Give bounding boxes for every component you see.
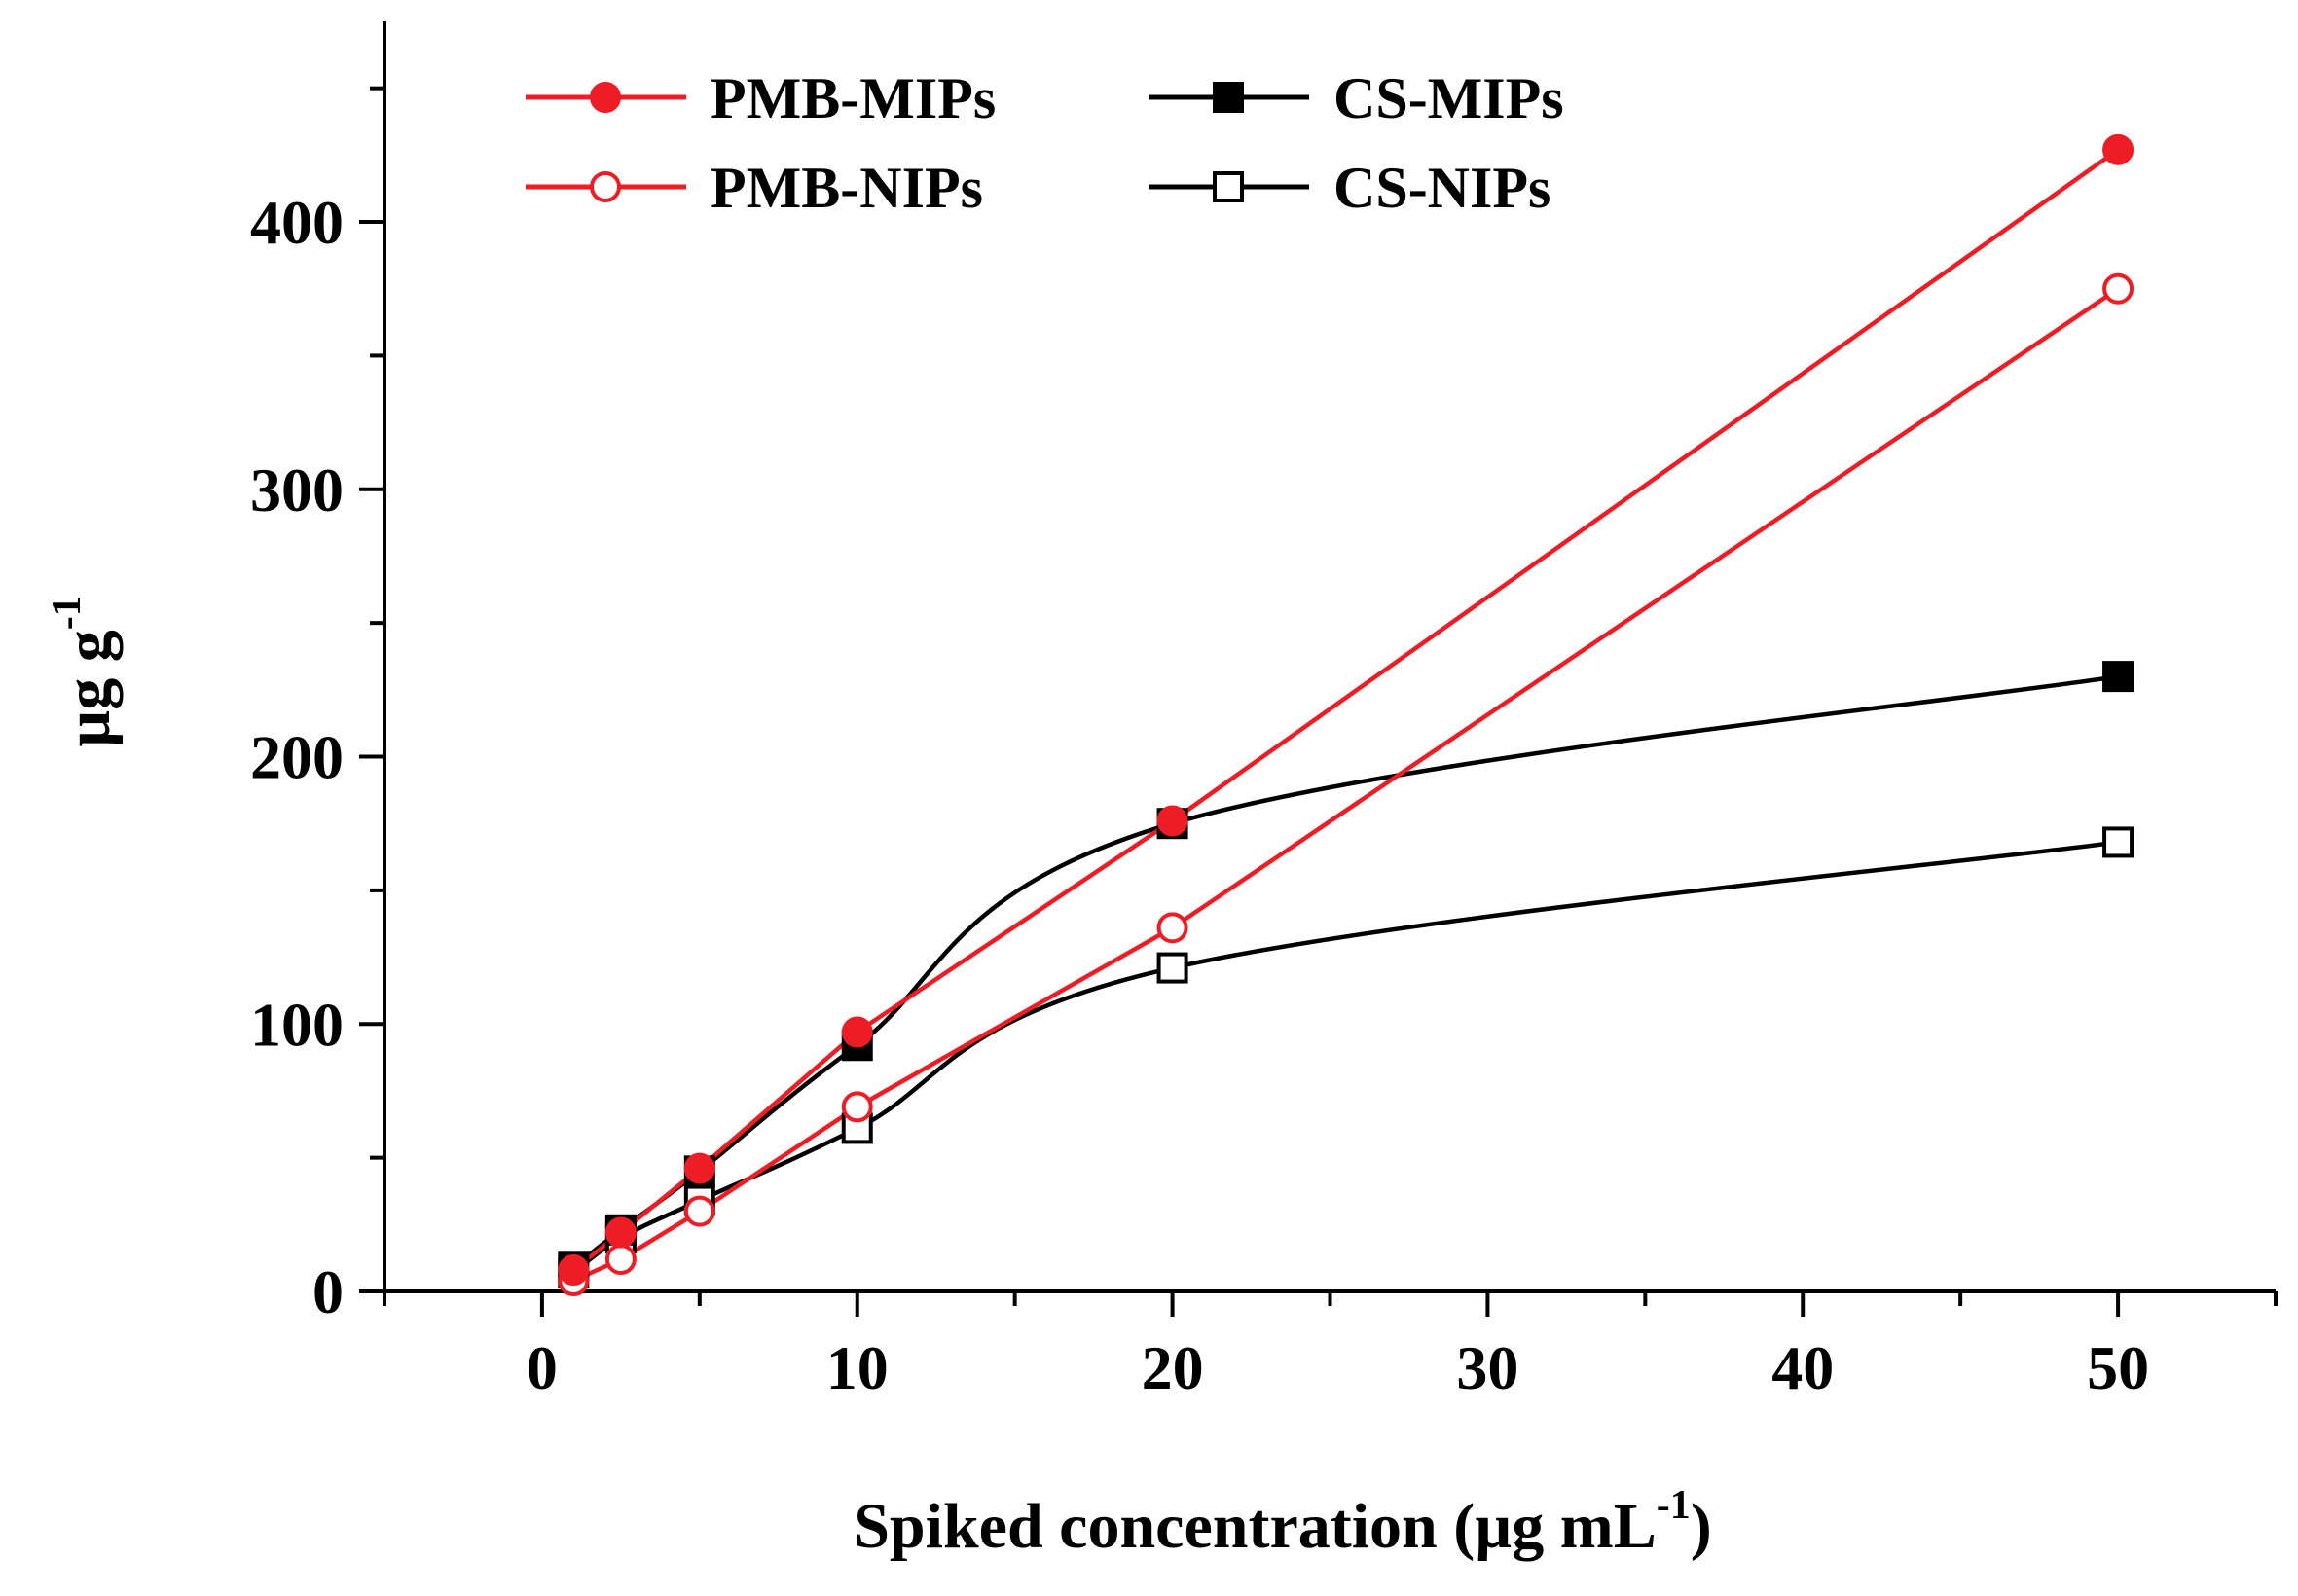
data-point-pmb-nips [683,1195,715,1227]
legend-item-cs-nips: CS-NIPs [1149,156,1550,220]
data-point-pmb-mips [1156,805,1188,837]
data-point-pmb-mips [683,1152,715,1184]
y-tick-label: 0 [312,1257,344,1326]
x-tick-label: 30 [1456,1333,1518,1402]
y-axis-title: µg g-1 [45,596,124,747]
legend-marker [590,171,621,202]
y-tick-label: 400 [250,188,344,257]
plot-area [558,133,2134,1297]
legend-item-pmb-nips: PMB-NIPs [526,156,983,220]
legend: PMB-MIPs CS-MIPs PMB-NIPs CS-NIPs [526,66,1564,220]
data-point-pmb-mips [558,1254,590,1287]
series-line-cs-nips [571,840,2119,1275]
y-tick-label: 300 [250,455,344,525]
legend-marker [590,82,621,113]
x-tick-label: 50 [2087,1333,2149,1402]
series-line-cs-mips [571,673,2119,1270]
legend-label: PMB-MIPs [711,66,996,130]
x-tick-label: 0 [527,1333,558,1402]
data-point-pmb-mips [841,1016,873,1048]
y-tick-label: 100 [250,990,344,1059]
data-point-pmb-nips [841,1091,873,1123]
data-point-pmb-nips [604,1244,637,1276]
legend-marker [1213,171,1244,202]
x-axis-title: Spiked concentration (µg mL-1) [854,1483,1712,1562]
x-tick-label: 10 [826,1333,889,1402]
legend-label: CS-MIPs [1333,66,1564,130]
legend-marker [1213,82,1244,113]
x-tick-label: 20 [1142,1333,1204,1402]
y-tick-label: 200 [250,723,344,792]
axes: 0 10 20 30 40 50 0 100 200 300 400 [250,21,2278,1402]
data-point-cs-mips [2102,661,2134,693]
data-point-pmb-nips [2102,272,2134,305]
legend-label: CS-NIPs [1333,156,1550,220]
data-point-pmb-nips [1156,912,1188,944]
data-point-pmb-mips [604,1216,637,1249]
legend-item-cs-mips: CS-MIPs [1149,66,1564,130]
legend-label: PMB-NIPs [711,156,983,220]
legend-item-pmb-mips: PMB-MIPs [526,66,996,130]
series-line-pmb-mips [571,148,2120,1272]
x-tick-label: 40 [1771,1333,1834,1402]
data-point-cs-nips [1156,952,1188,984]
data-point-pmb-mips [2102,133,2134,165]
data-point-cs-nips [2102,826,2134,858]
